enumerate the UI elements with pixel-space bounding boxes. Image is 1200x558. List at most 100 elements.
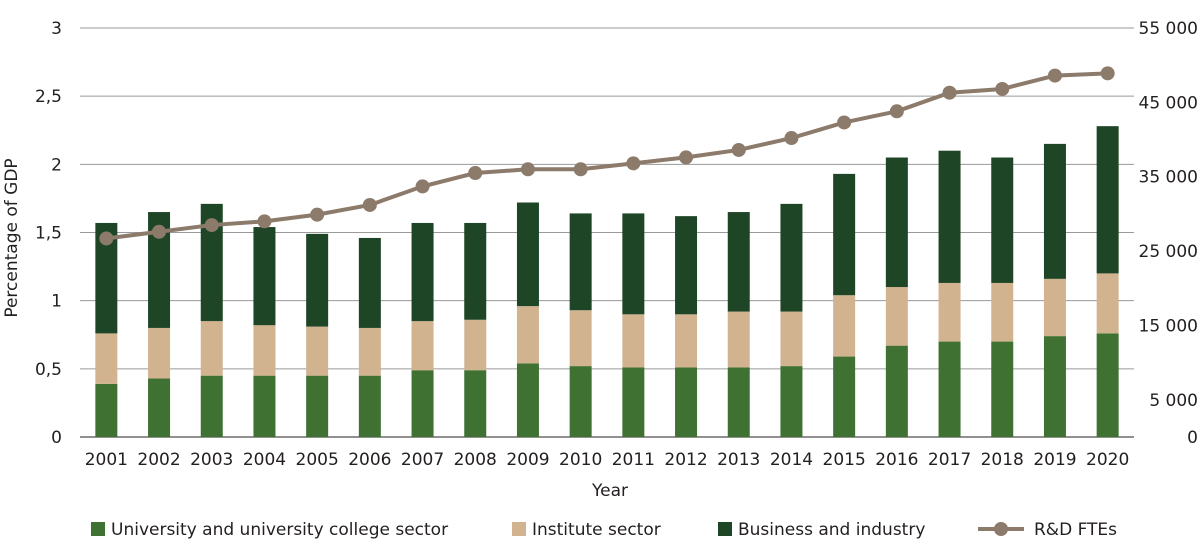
legend: University and university college sector… [91, 520, 1117, 540]
bar-institute [991, 282, 1014, 342]
bar-university [411, 370, 434, 437]
x-axis-ticks: 2001 2002 2003 2004 2005 2006 2007 2008 2009 2010… [85, 450, 1130, 470]
y-tick-label: 0,5 [35, 360, 62, 380]
legend-label-rd-ftes: R&D FTEs [1034, 520, 1117, 540]
legend-swatch-university [91, 522, 105, 536]
bar-business [516, 202, 539, 307]
bar-institute [464, 319, 487, 371]
rd-fte-point [310, 207, 325, 222]
rd-fte-point [362, 197, 377, 212]
y-tick-label: 1 [51, 292, 62, 312]
bar-business [148, 212, 171, 328]
rd-fte-point [99, 231, 114, 246]
bar-business [253, 227, 276, 326]
bar-business [780, 203, 803, 312]
rd-fte-point [468, 166, 483, 181]
bar-business [200, 203, 223, 322]
x-tick-label: 2008 [454, 450, 497, 470]
bar-business [464, 222, 487, 320]
bar-institute [569, 310, 592, 367]
rd-fte-polyline [106, 71, 1108, 241]
bar-university [675, 367, 698, 437]
x-tick-label: 2005 [296, 450, 339, 470]
y2-tick-label: 35 000 [1139, 168, 1198, 188]
bar-university [938, 341, 961, 437]
left-axis-ticks: 0 0,5 1 1,5 2 2,5 3 [35, 19, 62, 448]
legend-swatch-institute [512, 522, 526, 536]
bar-institute [938, 282, 961, 342]
bar-business [1096, 126, 1119, 274]
y2-tick-label: 15 000 [1139, 316, 1198, 336]
bar-university [516, 363, 539, 437]
bar-institute [148, 327, 171, 379]
y-tick-label: 1,5 [35, 224, 62, 244]
rd-fte-point [520, 162, 535, 177]
bar-institute [95, 333, 118, 384]
rd-fte-point [889, 104, 904, 119]
y-tick-label: 2 [51, 155, 62, 175]
bar-business [306, 233, 329, 327]
rd-fte-point [1047, 68, 1062, 83]
rd-fte-point [784, 131, 799, 146]
rd-fte-point [679, 150, 694, 165]
rd-fte-point [257, 214, 272, 229]
rd-fte-point [995, 81, 1010, 96]
bar-institute [200, 321, 223, 376]
y-tick-label: 3 [51, 19, 62, 39]
y-tick-label: 2,5 [35, 87, 62, 107]
bar-institute [675, 314, 698, 368]
x-tick-label: 2014 [770, 450, 813, 470]
rd-fte-point [1100, 66, 1115, 81]
bar-university [95, 383, 118, 437]
bar-university [727, 367, 750, 437]
bar-university [358, 375, 381, 437]
rd-fte-point [626, 156, 641, 171]
x-tick-label: 2016 [875, 450, 918, 470]
bar-institute [833, 295, 856, 357]
bar-business [675, 216, 698, 315]
bar-institute [885, 287, 908, 346]
bar-university [306, 375, 329, 437]
rd-fte-point [152, 224, 167, 239]
rd-fte-line [99, 66, 1115, 246]
bar-institute [622, 314, 645, 368]
legend-label-institute: Institute sector [532, 520, 661, 540]
bar-university [991, 341, 1014, 437]
bar-business [569, 213, 592, 311]
legend-label-university: University and university college sector [111, 520, 448, 540]
x-axis-title: Year [591, 481, 628, 501]
bar-institute [516, 306, 539, 364]
bar-university [780, 366, 803, 437]
y-axis-title: Percentage of GDP [2, 158, 22, 317]
bar-institute [1096, 273, 1119, 334]
x-tick-label: 2001 [85, 450, 128, 470]
bar-business [1043, 143, 1066, 279]
x-tick-label: 2012 [664, 450, 707, 470]
bar-business [991, 157, 1014, 283]
bar-institute [358, 327, 381, 376]
rd-fte-point [573, 162, 588, 177]
bar-business [622, 213, 645, 315]
y2-tick-label: 25 000 [1139, 242, 1198, 262]
x-tick-label: 2003 [190, 450, 233, 470]
y2-tick-label: 5 000 [1149, 391, 1198, 411]
x-tick-label: 2006 [348, 450, 391, 470]
legend-label-business: Business and industry [738, 520, 925, 540]
bar-university [464, 370, 487, 437]
bar-university [833, 356, 856, 437]
bar-university [200, 375, 223, 437]
bars [95, 126, 1119, 437]
x-tick-label: 2009 [506, 450, 549, 470]
legend-line-dot [994, 522, 1008, 536]
bar-institute [1043, 278, 1066, 337]
rd-fte-point [415, 179, 430, 194]
bar-business [358, 237, 381, 328]
bar-business [727, 212, 750, 312]
bar-institute [306, 326, 329, 376]
rd-fte-point [837, 115, 852, 130]
rd-fte-point [942, 85, 957, 100]
x-tick-label: 2002 [137, 450, 180, 470]
bar-business [885, 157, 908, 288]
bar-university [622, 367, 645, 437]
